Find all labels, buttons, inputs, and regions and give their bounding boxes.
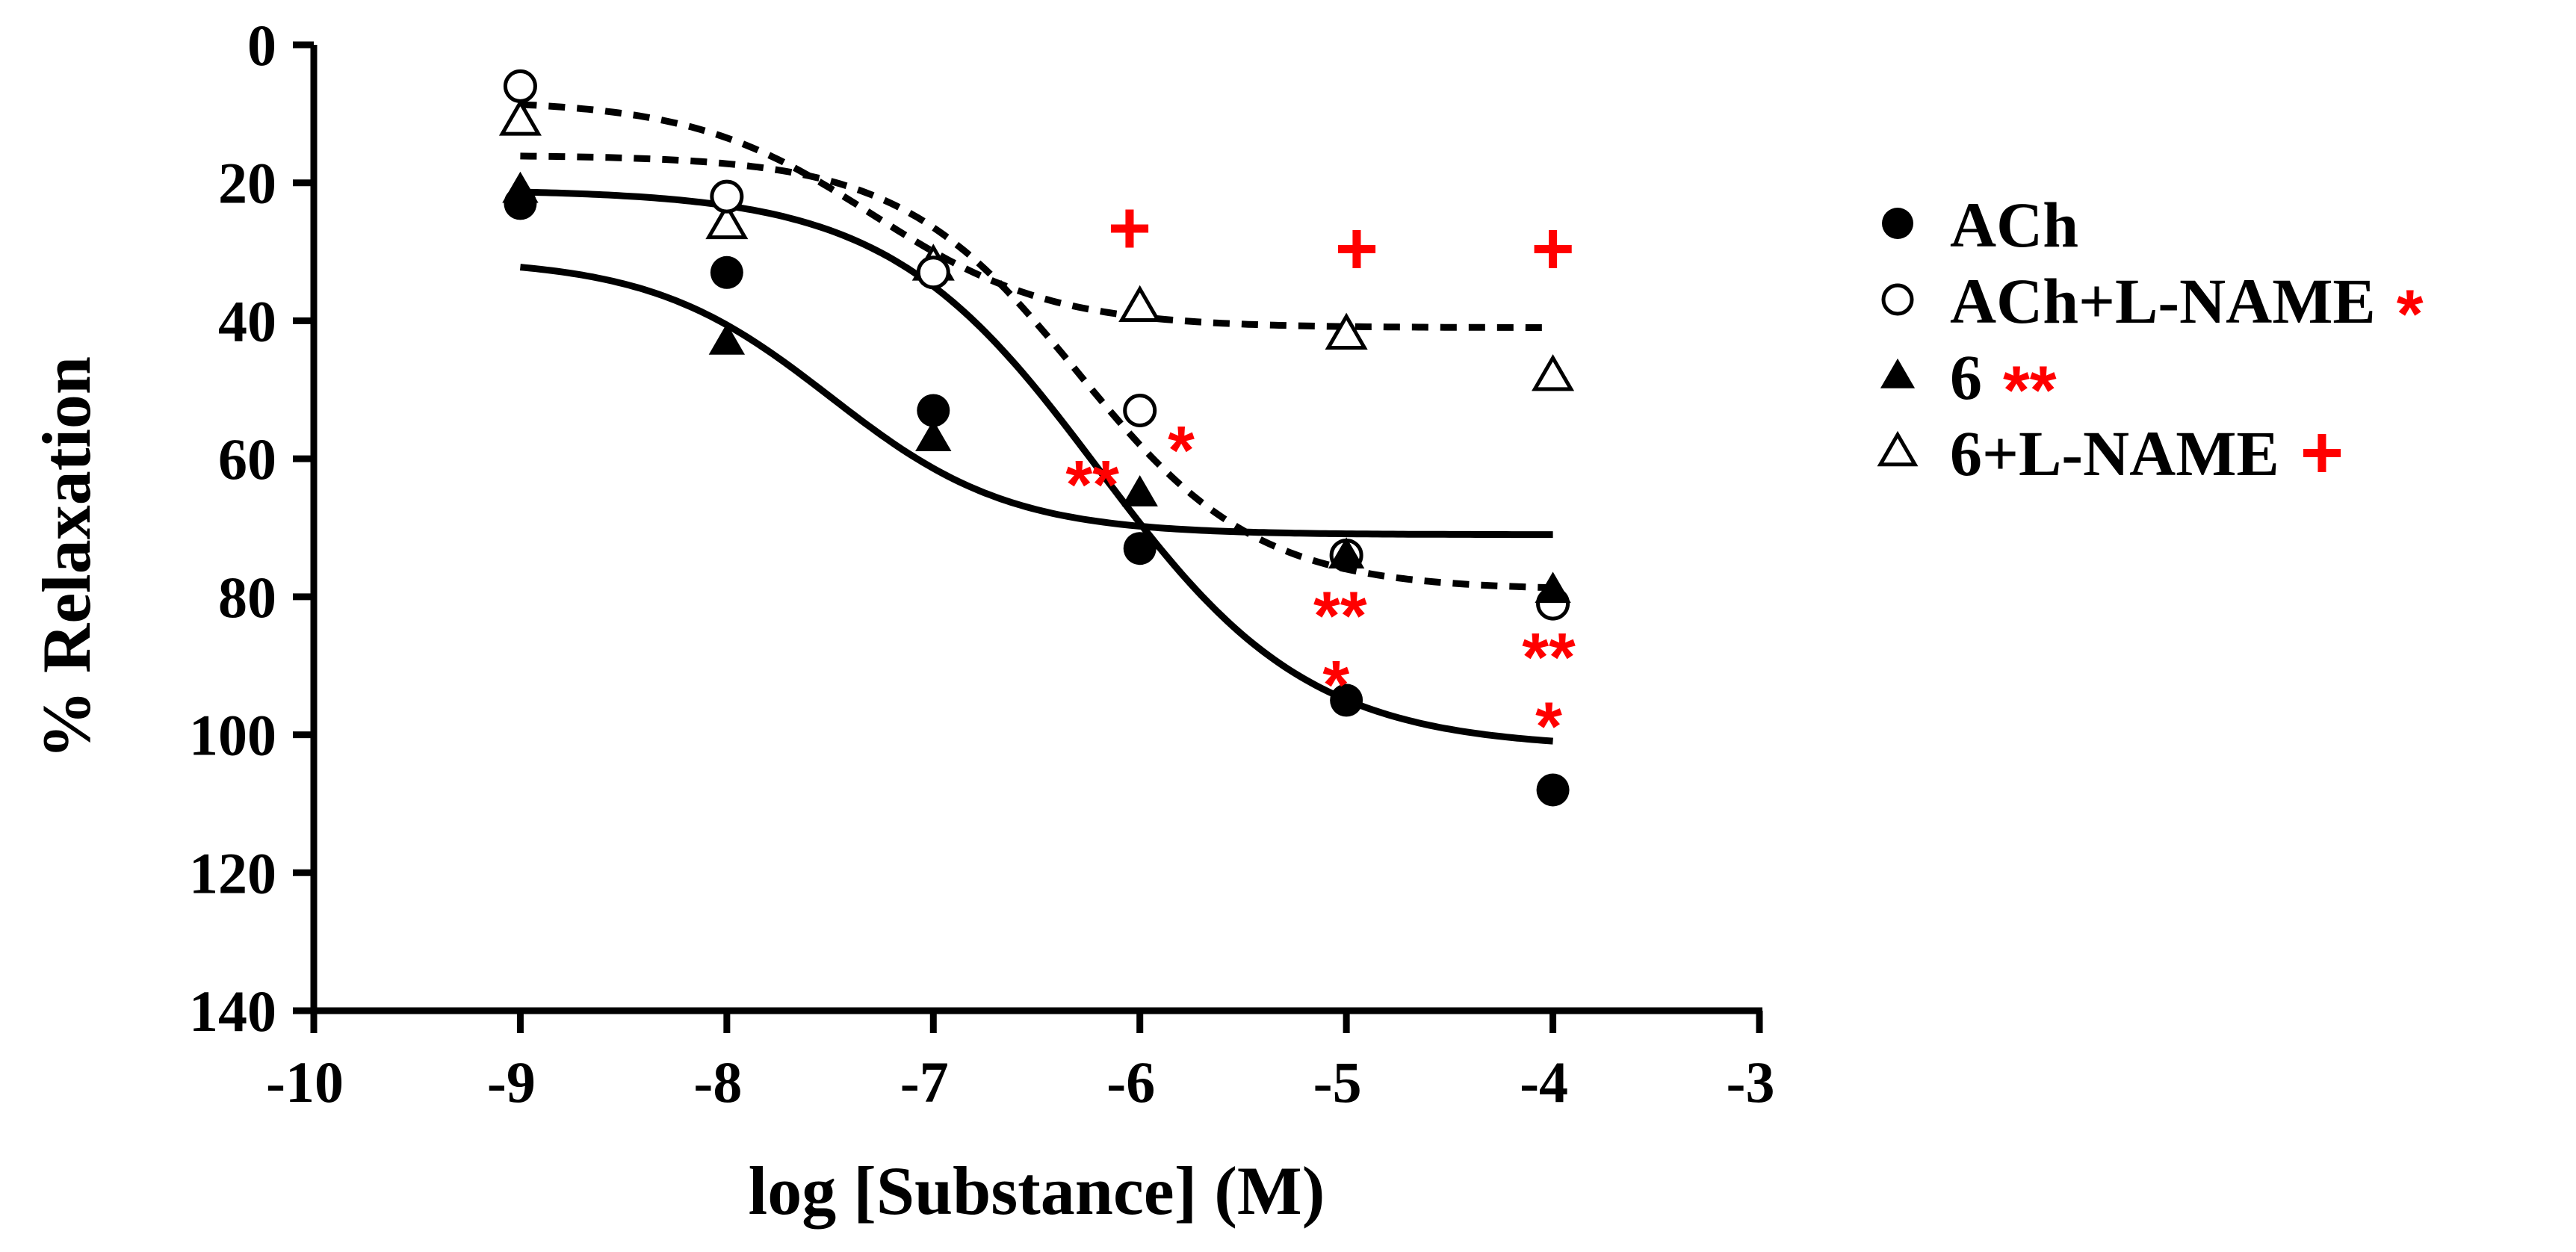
legend-significance: ** bbox=[2003, 353, 2057, 429]
y-tick-label: 40 bbox=[218, 288, 276, 353]
x-axis-title: log [Substance] (M) bbox=[749, 1153, 1325, 1229]
significance-mark: + bbox=[1531, 207, 1574, 291]
fit-curves bbox=[519, 101, 1553, 745]
data-point-1 bbox=[1330, 684, 1363, 717]
y-tick-label: 80 bbox=[218, 565, 276, 630]
fit-curve-4 bbox=[520, 101, 1553, 331]
data-point-2 bbox=[710, 179, 744, 214]
y-tick-label: 20 bbox=[218, 151, 276, 216]
data-point-3 bbox=[708, 323, 746, 355]
x-tick-label: -3 bbox=[1727, 1050, 1775, 1115]
data-points bbox=[498, 69, 1575, 807]
fit-curve-2 bbox=[520, 152, 1553, 592]
data-point-1 bbox=[917, 394, 950, 427]
legend-significance: * bbox=[2397, 276, 2424, 353]
data-point-1 bbox=[710, 255, 743, 289]
x-tick-label: -5 bbox=[1313, 1050, 1362, 1115]
legend-item: ACh+L-NAME * bbox=[1881, 265, 2424, 353]
legend-item: 6+L-NAME + bbox=[1877, 411, 2344, 495]
fit-curve-1 bbox=[520, 188, 1553, 745]
x-tick-label: -7 bbox=[900, 1050, 949, 1115]
axes: 0 20 40 60 80 100 120 140-10 -9 -8 -7 -6 -5 -4 -3 log [… bbox=[28, 13, 1774, 1229]
data-point-4 bbox=[1325, 312, 1368, 350]
legend-marker bbox=[1882, 208, 1913, 239]
data-point-3 bbox=[1535, 571, 1571, 604]
data-point-3 bbox=[1121, 475, 1158, 506]
y-axis-title: % Relaxation bbox=[28, 356, 105, 759]
data-point-4 bbox=[498, 99, 542, 136]
x-tick-label: -8 bbox=[693, 1050, 742, 1115]
data-point-3 bbox=[915, 420, 952, 451]
y-tick-label: 120 bbox=[189, 840, 276, 905]
y-tick-label: 60 bbox=[218, 427, 276, 492]
legend-label: ACh bbox=[1950, 189, 2078, 261]
significance-mark: + bbox=[1335, 207, 1378, 291]
data-point-2 bbox=[916, 255, 950, 290]
significance-mark: * bbox=[1535, 689, 1562, 765]
significance-mark: * bbox=[1168, 412, 1195, 489]
legend-item: 6 ** bbox=[1880, 341, 2057, 429]
x-tick-label: -10 bbox=[266, 1050, 344, 1115]
y-tick-label: 100 bbox=[189, 703, 276, 768]
data-point-2 bbox=[503, 69, 537, 103]
data-point-4 bbox=[1118, 285, 1162, 323]
legend-label: 6 bbox=[1950, 341, 1982, 413]
significance-mark: ** bbox=[1522, 620, 1576, 696]
legend-marker bbox=[1881, 283, 1914, 316]
fit-curve-3 bbox=[519, 264, 1553, 539]
significance-mark: + bbox=[1108, 186, 1151, 270]
data-point-1 bbox=[504, 187, 537, 220]
y-tick-label: 140 bbox=[189, 979, 276, 1044]
x-tick-label: -9 bbox=[487, 1050, 536, 1115]
significance-annotations: + + +****** *** bbox=[1065, 186, 1576, 765]
data-point-3 bbox=[1328, 537, 1365, 568]
data-point-4 bbox=[1532, 354, 1575, 391]
legend-item: ACh bbox=[1882, 189, 2078, 261]
x-tick-label: -6 bbox=[1106, 1050, 1155, 1115]
x-tick-label: -4 bbox=[1520, 1050, 1568, 1115]
legend-label: ACh+L-NAME bbox=[1950, 265, 2376, 337]
data-point-1 bbox=[1123, 532, 1157, 565]
data-point-2 bbox=[1123, 393, 1157, 427]
significance-mark: ** bbox=[1065, 447, 1119, 524]
data-point-4 bbox=[705, 202, 749, 240]
data-point-1 bbox=[1536, 773, 1570, 807]
legend-marker bbox=[1880, 358, 1916, 388]
significance-mark: * bbox=[1322, 647, 1349, 723]
legend-marker bbox=[1877, 430, 1919, 467]
legend-significance: + bbox=[2300, 411, 2344, 495]
significance-mark: ** bbox=[1313, 578, 1367, 654]
legend-label: 6+L-NAME bbox=[1950, 418, 2279, 489]
y-tick-label: 0 bbox=[247, 13, 276, 78]
